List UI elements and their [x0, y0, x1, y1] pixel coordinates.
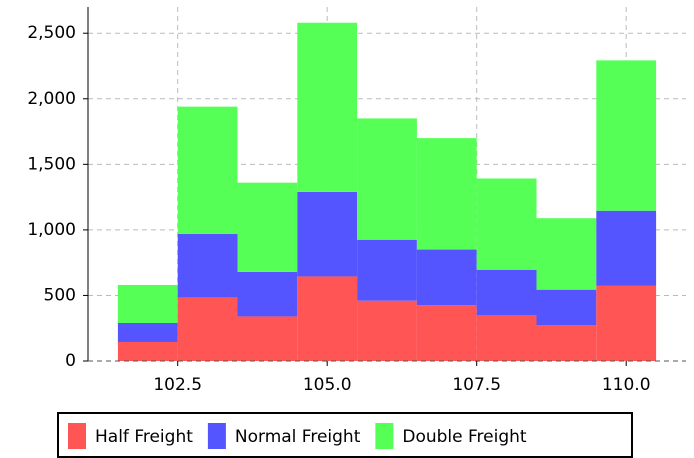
bar	[297, 276, 358, 361]
y-tick-label: 2,000	[27, 89, 76, 109]
bar	[237, 271, 298, 317]
bar	[536, 325, 597, 361]
y-tick-label: 0	[65, 351, 76, 371]
legend-label: Double Freight	[402, 427, 527, 447]
x-tick-label: 107.5	[452, 375, 501, 395]
bar	[357, 118, 417, 240]
bar	[596, 210, 657, 286]
bar	[416, 138, 477, 250]
bar	[536, 289, 597, 326]
x-tick-label: 105.0	[303, 375, 352, 395]
y-tick-label: 1,000	[27, 220, 76, 240]
bar	[297, 22, 358, 192]
x-tick-label: 110.0	[602, 375, 651, 395]
bar	[117, 284, 178, 323]
bar	[237, 182, 298, 272]
bar	[476, 315, 537, 361]
bar	[476, 178, 537, 270]
bar	[177, 106, 238, 234]
legend-label: Normal Freight	[235, 427, 361, 447]
bar	[237, 316, 298, 361]
x-tick-label: 102.5	[153, 375, 202, 395]
bar	[536, 218, 597, 290]
bar	[177, 297, 238, 361]
bar	[416, 305, 477, 361]
bar	[177, 233, 238, 298]
legend-swatch	[207, 423, 226, 449]
bar	[357, 300, 417, 361]
bar	[416, 249, 477, 306]
legend-swatch	[375, 423, 394, 449]
legend-box	[57, 412, 633, 458]
legend-label: Half Freight	[95, 427, 193, 447]
legend-swatch	[68, 423, 86, 449]
y-tick-label: 2,500	[27, 23, 76, 43]
y-tick-label: 1,500	[27, 154, 76, 174]
bar	[596, 285, 657, 361]
y-tick-label: 500	[44, 285, 76, 305]
bar	[476, 269, 537, 316]
bar	[357, 239, 417, 301]
bar	[297, 191, 358, 277]
bar	[117, 341, 178, 361]
bar	[117, 322, 178, 342]
bar	[596, 60, 657, 211]
